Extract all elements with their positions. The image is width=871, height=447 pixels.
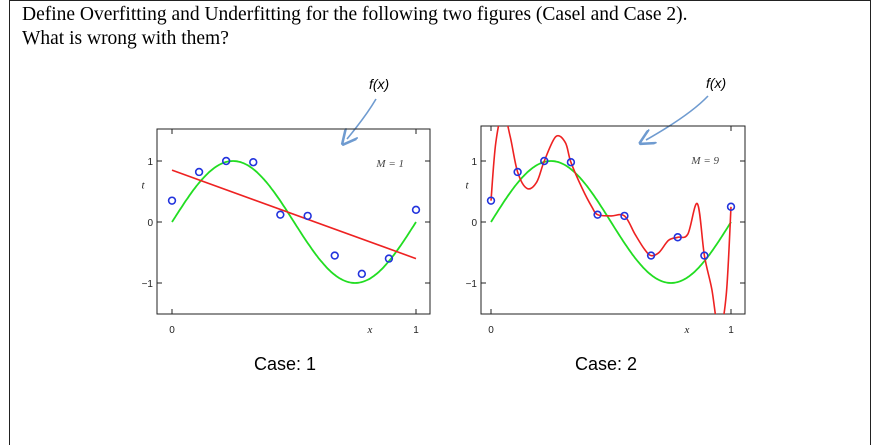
case-label-1: Case: 1 [254, 354, 317, 374]
y-tick-label: 1 [471, 157, 477, 168]
data-point [276, 210, 285, 219]
data-point [486, 196, 496, 205]
fx-label-case2: f(x) [706, 75, 727, 91]
data-point [167, 196, 177, 205]
fx-label-case1: f(x) [369, 76, 390, 92]
x-axis-label: x [683, 324, 689, 336]
question-line-2: What is wrong with them? [22, 28, 229, 49]
data-point [593, 210, 602, 219]
data-point [411, 205, 421, 215]
fx-arrow-case1 [347, 98, 377, 139]
plot-frame [480, 125, 746, 315]
data-point [249, 158, 258, 167]
data-point [513, 167, 522, 177]
data-point [330, 251, 339, 260]
y-axis-label: t [141, 179, 145, 191]
data-point [384, 254, 394, 263]
x-tick-label: 0 [488, 325, 494, 336]
x-tick-label: 1 [728, 325, 734, 336]
true-function-curve [490, 160, 732, 284]
fx-arrow-case2 [646, 95, 709, 140]
data-point [726, 202, 736, 211]
frame-top-border [9, 0, 870, 1]
data-point [221, 156, 231, 166]
data-point [620, 211, 629, 221]
y-tick-label: −1 [466, 279, 478, 290]
data-point [673, 233, 682, 242]
y-tick-label: 0 [147, 218, 153, 229]
data-point [566, 158, 576, 167]
data-point [646, 251, 656, 260]
data-point [194, 167, 204, 177]
fitted-curve [490, 126, 732, 314]
data-point [540, 156, 549, 166]
x-tick-label: 0 [169, 325, 175, 336]
model-order-label: M = 1 [375, 158, 404, 170]
fitted-curve [171, 169, 417, 260]
x-tick-label: 1 [413, 325, 419, 336]
question-line-1: Define Overfitting and Underfitting for … [22, 4, 688, 25]
data-point [303, 211, 312, 221]
chart-case1: 1 0 −1 0 1 x t M = 1 [141, 128, 431, 336]
model-order-label: M = 9 [690, 155, 719, 167]
y-axis-label: t [465, 179, 469, 191]
data-point [700, 251, 709, 260]
x-axis-label: x [366, 324, 372, 336]
case-label-2: Case: 2 [575, 354, 638, 374]
data-point [357, 269, 367, 279]
y-tick-label: 1 [147, 157, 153, 168]
chart-case2: 1 0 −1 0 1 x t M = 9 [465, 125, 746, 336]
y-tick-label: 0 [471, 218, 477, 229]
true-function-curve [171, 160, 417, 284]
y-tick-label: −1 [142, 279, 154, 290]
